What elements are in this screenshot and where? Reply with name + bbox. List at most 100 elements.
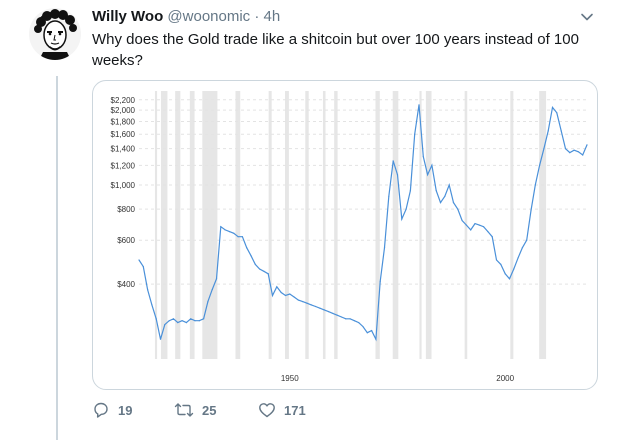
data-point	[452, 201, 455, 204]
data-point	[271, 294, 274, 297]
data-point	[534, 184, 536, 186]
data-point	[190, 318, 192, 320]
data-point	[293, 296, 295, 298]
retweet-count: 25	[202, 402, 217, 418]
author-name[interactable]: Willy Woo	[92, 8, 164, 25]
recession-band	[268, 91, 272, 359]
data-point	[237, 236, 239, 238]
data-point	[198, 320, 200, 322]
data-point	[233, 232, 235, 234]
data-point	[185, 322, 187, 324]
y-tick-label: $800	[117, 205, 135, 214]
data-point	[349, 318, 351, 320]
tweet-header: Willy Woo @woonomic · 4h	[92, 8, 280, 25]
data-point	[147, 289, 149, 291]
data-point	[284, 294, 287, 297]
data-point	[379, 280, 381, 283]
data-point	[302, 301, 304, 303]
data-point	[556, 112, 558, 114]
like-count: 171	[284, 402, 306, 418]
chevron-down-icon[interactable]	[580, 10, 594, 24]
data-point	[418, 104, 420, 106]
recession-band	[235, 91, 241, 359]
recession-band	[322, 91, 326, 359]
data-point	[224, 229, 226, 231]
data-point	[306, 302, 308, 304]
data-point	[172, 318, 175, 320]
like-button[interactable]: 171	[258, 400, 306, 420]
y-tick-label: $1,000	[111, 181, 136, 190]
data-point	[560, 130, 562, 132]
y-tick-label: $2,200	[111, 96, 136, 105]
data-point	[203, 318, 205, 320]
gold-price-chart: $400 $600 $800 $1,000 $1,200 $1,400 $1,600 $1,8…	[111, 91, 588, 383]
data-point	[401, 218, 403, 220]
data-point	[336, 314, 338, 316]
data-point	[263, 270, 265, 272]
data-point	[569, 151, 571, 154]
data-point	[142, 266, 144, 268]
y-tick-label: $1,400	[111, 145, 136, 154]
tweet-text: Why does the Gold trade like a shitcoin …	[92, 31, 579, 69]
x-tick-label: 1950	[281, 374, 299, 383]
y-tick-label: $1,600	[111, 130, 136, 139]
data-point	[431, 164, 433, 166]
data-point	[586, 144, 588, 146]
data-point	[521, 247, 523, 249]
data-point	[577, 151, 579, 153]
data-point	[366, 332, 368, 334]
y-tick-label: $400	[117, 280, 135, 289]
data-point	[315, 305, 317, 308]
data-point	[259, 268, 261, 270]
chart-image[interactable]: $400 $600 $800 $1,000 $1,200 $1,400 $1,600 $1,8…	[92, 80, 598, 390]
data-point	[194, 320, 196, 322]
data-point	[547, 130, 549, 132]
reply-count: 19	[118, 402, 133, 418]
data-point	[465, 224, 467, 226]
data-point	[539, 164, 541, 166]
recession-band	[510, 91, 514, 359]
data-point	[241, 236, 243, 238]
data-point	[332, 312, 334, 314]
data-point	[297, 299, 299, 301]
data-point	[323, 309, 325, 311]
timestamp[interactable]: 4h	[263, 8, 281, 25]
data-point	[254, 263, 256, 265]
data-point	[457, 208, 459, 210]
reply-button[interactable]: 19	[92, 400, 132, 420]
thread-line	[56, 76, 58, 440]
y-tick-label: $2,000	[111, 106, 136, 115]
data-point	[310, 304, 312, 306]
data-point	[246, 247, 248, 249]
data-point	[392, 160, 394, 162]
data-point	[573, 149, 575, 151]
line-points	[138, 104, 588, 340]
data-point	[582, 154, 584, 156]
author-handle[interactable]: @woonomic	[167, 8, 251, 25]
data-point	[168, 320, 170, 322]
data-point	[414, 133, 416, 135]
data-point	[340, 316, 343, 318]
data-point	[345, 318, 347, 320]
avatar[interactable]	[29, 8, 81, 60]
data-point	[504, 273, 506, 275]
tweet-actions: 19 25 171	[92, 400, 492, 420]
data-point	[564, 148, 567, 150]
recession-band	[285, 91, 289, 359]
retweet-button[interactable]: 25	[174, 400, 216, 420]
reply-icon	[94, 402, 108, 418]
recession-band	[189, 91, 195, 359]
recession-band	[202, 91, 218, 359]
y-tick-label: $1,200	[111, 161, 136, 170]
data-point	[155, 318, 157, 320]
data-point	[474, 222, 476, 225]
data-point	[543, 148, 545, 150]
data-point	[289, 293, 291, 295]
data-point	[319, 307, 321, 309]
x-tick-label: 2000	[496, 374, 514, 383]
recession-band	[154, 91, 158, 359]
recession-band	[425, 91, 432, 359]
data-point	[551, 106, 554, 109]
data-point	[388, 195, 390, 198]
data-point	[228, 230, 231, 233]
